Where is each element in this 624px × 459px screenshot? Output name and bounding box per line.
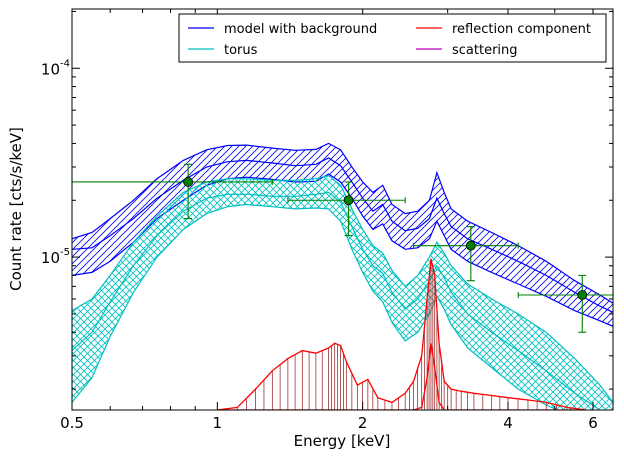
plot-frame xyxy=(71,8,614,411)
x-tick-label: 0.5 xyxy=(60,414,84,432)
legend: model with background reflection componen… xyxy=(178,13,607,63)
data-point-marker xyxy=(183,177,194,187)
legend-label: reflection component xyxy=(452,22,591,37)
series-torus xyxy=(72,174,613,410)
data-point xyxy=(517,274,614,333)
data-point-marker xyxy=(343,195,354,206)
x-axis-label: Energy [keV] xyxy=(294,432,391,450)
y-tick-label: 10-5 xyxy=(41,247,70,267)
torus-center-line xyxy=(72,191,602,410)
y-axis-label: Count rate [cts/s/keV] xyxy=(7,127,25,291)
x-tick-label: 4 xyxy=(503,414,513,432)
data-point xyxy=(287,181,406,237)
torus-upper-line xyxy=(72,174,613,403)
torus-band xyxy=(72,175,613,410)
legend-frame xyxy=(178,13,607,63)
series-layer xyxy=(72,142,613,410)
x-tick-label: 6 xyxy=(588,414,598,432)
legend-label: scattering xyxy=(452,43,518,58)
legend-label: model with background xyxy=(224,22,377,37)
data-points-layer xyxy=(71,163,614,333)
data-point xyxy=(413,226,519,282)
data-point-marker xyxy=(465,240,476,251)
legend-label: torus xyxy=(224,43,258,58)
y-tick-label: 10-4 xyxy=(41,58,70,78)
x-tick-label: 2 xyxy=(358,414,368,432)
reflection-upper-line xyxy=(217,258,586,410)
data-point-marker xyxy=(577,290,588,300)
model-with-background-upper-line xyxy=(72,142,613,304)
series-reflection-component xyxy=(217,258,586,410)
torus-lower-line xyxy=(72,203,559,410)
x-tick-label: 1 xyxy=(213,414,223,432)
data-point xyxy=(71,163,273,220)
model-with-background-band xyxy=(72,143,613,327)
